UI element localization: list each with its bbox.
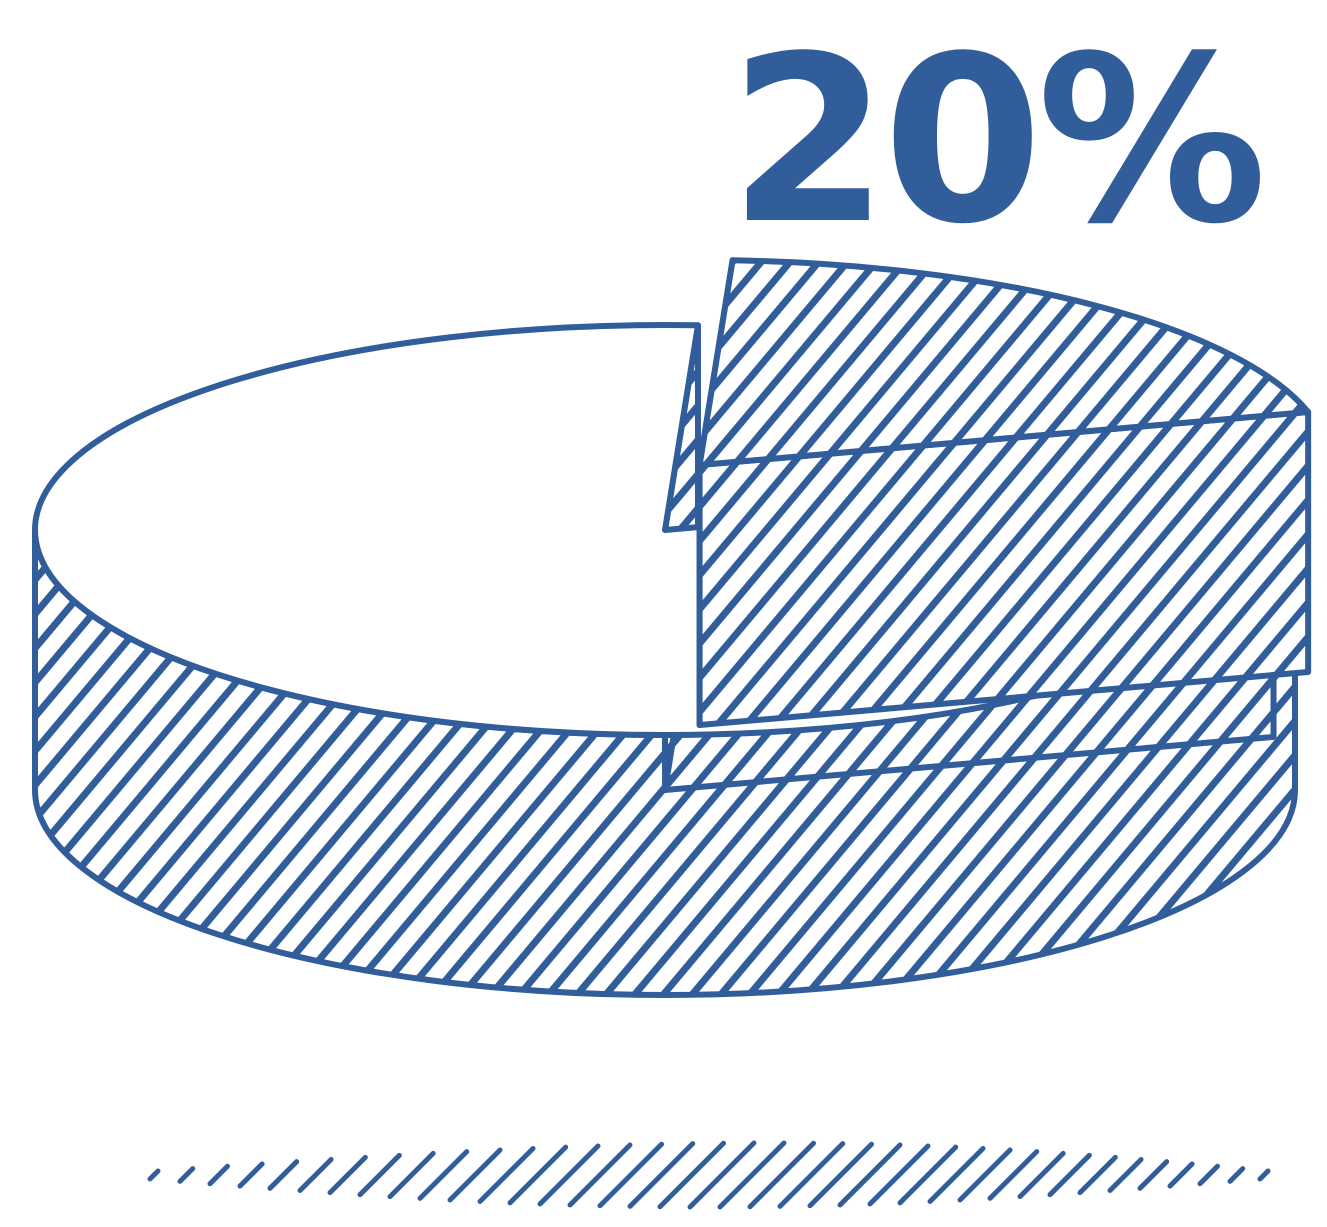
shadow-stroke <box>987 1149 1040 1201</box>
shadow-stroke <box>477 1145 536 1205</box>
shadow-stroke <box>387 1150 436 1200</box>
shadow-stroke <box>207 1163 230 1187</box>
shadow-stroke <box>717 1140 787 1210</box>
shadow-stroke <box>1197 1163 1220 1187</box>
shadow-stroke <box>357 1152 402 1198</box>
shadow-stroke <box>837 1142 903 1208</box>
shadow-stroke <box>777 1141 846 1209</box>
shadow-stroke <box>957 1147 1013 1203</box>
shadow-stroke <box>507 1144 569 1206</box>
ground-shadow <box>147 1140 1271 1210</box>
shadow-stroke <box>297 1156 334 1194</box>
shadow-stroke <box>1017 1150 1066 1200</box>
pie <box>32 257 1312 998</box>
shadow-stroke <box>447 1147 503 1203</box>
shadow-stroke <box>1137 1159 1170 1191</box>
shadow-stroke <box>177 1166 196 1184</box>
shadow-stroke <box>1167 1161 1195 1189</box>
shadow-stroke <box>267 1159 300 1191</box>
pie-slice-highlight <box>696 257 1312 729</box>
shadow-stroke <box>807 1141 875 1209</box>
shadow-stroke <box>1047 1152 1092 1198</box>
shadow-stroke <box>927 1145 986 1205</box>
shadow-stroke <box>567 1142 633 1208</box>
shadow-stroke <box>597 1141 665 1209</box>
shadow-stroke <box>867 1143 931 1207</box>
shadow-stroke <box>537 1143 601 1207</box>
shadow-stroke <box>897 1144 959 1206</box>
shadow-stroke <box>657 1140 727 1210</box>
shadow-stroke <box>747 1140 817 1210</box>
shadow-stroke <box>417 1149 470 1201</box>
shadow-stroke <box>627 1141 696 1209</box>
shadow-stroke <box>147 1168 161 1182</box>
shadow-stroke <box>687 1140 757 1210</box>
shadow-stroke <box>1107 1156 1144 1194</box>
shadow-stroke <box>237 1161 265 1189</box>
value-label: 20% <box>729 8 1262 275</box>
shadow-stroke <box>1227 1166 1246 1184</box>
shadow-stroke <box>1257 1168 1271 1182</box>
shadow-stroke <box>1077 1154 1118 1196</box>
shadow-stroke <box>327 1154 368 1196</box>
slice-top <box>696 257 1312 469</box>
